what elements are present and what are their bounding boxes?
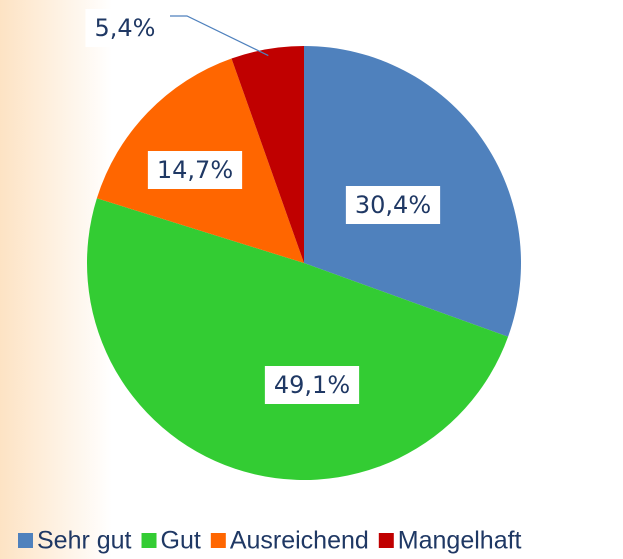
value-label-box [264,366,360,404]
leader-line [170,15,269,57]
value-label: 5,4% [95,14,156,42]
value-label-box [345,186,441,224]
value-label-box [147,151,243,189]
pie-slice [231,46,304,263]
legend-label: Mangelhaft [398,527,522,555]
value-label: 30,4% [355,191,431,219]
legend-label: Sehr gut [37,527,132,555]
value-labels: 30,4% 49,1% 14,7% 5,4% [85,9,441,404]
legend-swatch [378,533,394,548]
legend: Sehr gut Gut Ausreichend Mangelhaft [18,527,522,555]
legend-swatch [141,533,157,548]
value-label-box [85,9,165,47]
value-label: 14,7% [157,156,233,184]
legend-swatch [210,533,226,548]
legend-label: Ausreichend [230,527,369,555]
pie [86,46,521,481]
pie-slice [86,198,509,481]
legend-label: Gut [161,527,201,555]
value-label: 49,1% [274,371,350,399]
legend-swatch [18,533,33,548]
